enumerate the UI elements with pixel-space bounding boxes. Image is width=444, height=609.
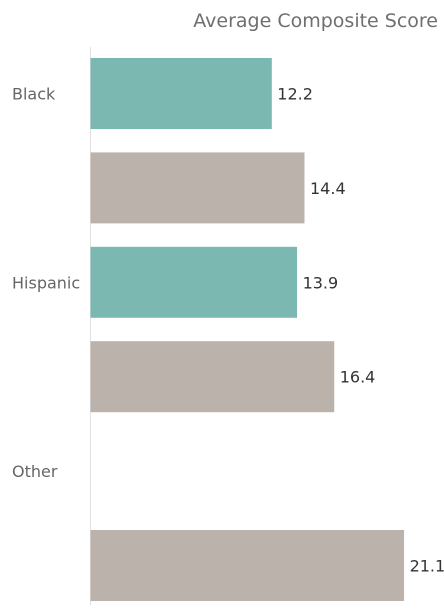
bar-hispanic-3 — [90, 341, 335, 413]
value-label-5: 21.1 — [410, 557, 444, 576]
value-label-0: 12.2 — [277, 85, 313, 104]
value-label-1: 14.4 — [310, 179, 346, 198]
category-label-hispanic: Hispanic — [12, 273, 80, 292]
bars-group — [90, 58, 405, 601]
bar-other-5 — [90, 530, 405, 601]
category-label-black: Black — [12, 85, 56, 104]
bar-black-1 — [90, 152, 305, 224]
value-label-2: 13.9 — [303, 273, 339, 292]
category-labels-group: Black Hispanic Other — [12, 85, 80, 482]
value-label-3: 16.4 — [340, 368, 376, 387]
chart-title: Average Composite Score — [193, 10, 438, 32]
value-labels-group: 12.2 14.4 13.9 16.4 21.1 — [277, 85, 444, 576]
bar-hispanic-2 — [90, 246, 298, 318]
category-label-other: Other — [12, 462, 58, 481]
bar-black-0 — [90, 58, 272, 129]
